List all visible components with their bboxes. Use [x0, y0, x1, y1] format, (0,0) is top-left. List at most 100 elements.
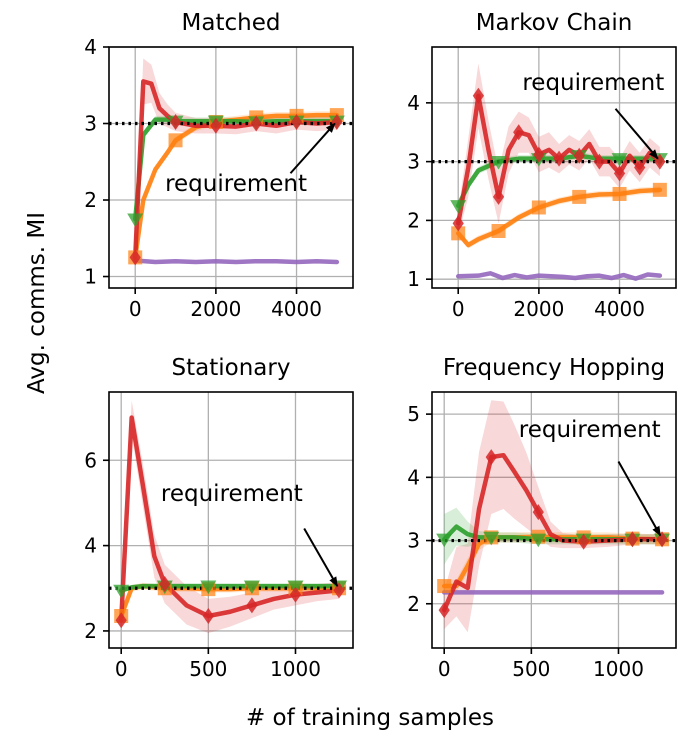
x-tick-label: 0: [115, 657, 128, 681]
y-tick-label: 2: [407, 208, 420, 232]
series-marker-red: [513, 124, 525, 141]
annotation-text: requirement: [165, 171, 307, 197]
series-marker-orange: [437, 579, 452, 594]
series-marker-red: [290, 113, 303, 130]
series-marker-green: [450, 200, 467, 214]
series-marker-red: [289, 586, 302, 603]
panel-title: Matched: [182, 10, 281, 36]
figure-xlabel: # of training samples: [246, 705, 494, 731]
series-marker-red: [492, 188, 505, 205]
y-tick-label: 2: [84, 619, 97, 643]
series-marker-red: [472, 87, 484, 104]
y-tick-label: 4: [407, 465, 420, 489]
y-tick-label: 3: [407, 529, 420, 553]
series-marker-red: [129, 249, 141, 266]
series-marker-red: [115, 612, 127, 629]
figure-ylabel: Avg. comms. MI: [24, 212, 50, 394]
panel-title: Frequency Hopping: [443, 355, 665, 381]
x-tick-label: 0: [129, 297, 142, 321]
series-marker-red: [485, 449, 497, 466]
y-tick-label: 4: [407, 91, 420, 115]
annotation-arrow: [289, 122, 336, 174]
annotation-text: requirement: [161, 481, 303, 507]
series-band-red: [135, 58, 337, 264]
series-marker-red: [573, 147, 585, 164]
series-band-red: [458, 63, 660, 236]
series-marker-red: [246, 597, 258, 614]
series-marker-orange: [168, 133, 183, 148]
series-band-orange: [458, 186, 660, 249]
panel-title: Stationary: [172, 355, 291, 381]
series-marker-red: [532, 504, 544, 521]
series-marker-green: [113, 584, 130, 599]
plot-area: [109, 400, 353, 634]
y-tick-label: 3: [84, 112, 97, 136]
series-marker-green: [127, 213, 144, 228]
series-marker-orange: [451, 226, 466, 241]
series-marker-red: [634, 159, 646, 176]
series-line-red: [441, 452, 665, 613]
series-marker-red: [159, 576, 171, 592]
plot-area: [432, 400, 676, 633]
series-marker-orange: [572, 189, 587, 204]
series-marker-green: [436, 533, 453, 548]
panels: requirement 0 2000 4000 1 2 3 4 Matched requireme…: [84, 10, 677, 681]
series-marker-red: [533, 146, 545, 163]
series-marker-orange: [491, 223, 506, 238]
y-tick-label: 2: [84, 188, 97, 212]
annotation-text: requirement: [522, 70, 664, 96]
x-tick-label: 0: [438, 657, 451, 681]
series-line-purple: [455, 271, 663, 281]
series-marker-red: [438, 602, 450, 619]
series-marker-red: [578, 533, 590, 550]
annotation-text: requirement: [519, 417, 661, 443]
annotation-arrow: [617, 461, 662, 537]
series-marker-red: [210, 117, 222, 134]
panel-2: requirement 0 2000 4000 1 2 3 4 Markov Chain: [407, 10, 677, 321]
annotation-arrow: [614, 108, 659, 160]
x-tick-label: 1000: [593, 657, 644, 681]
y-tick-label: 4: [84, 534, 97, 558]
plot-area: [109, 58, 353, 266]
panel-frame: [108, 391, 354, 649]
x-tick-label: 2000: [513, 297, 564, 321]
panel-frame: [431, 391, 677, 649]
series-marker-green: [200, 580, 217, 595]
series-marker-green: [243, 580, 260, 595]
series-marker-red: [654, 153, 666, 170]
series-marker-red: [169, 113, 182, 130]
panel-1: requirement 0 2000 4000 1 2 3 4 Matched: [84, 10, 354, 321]
series-marker-green: [611, 153, 628, 167]
series-marker-orange: [612, 186, 627, 201]
panel-frame: [108, 46, 354, 289]
x-tick-label: 500: [189, 657, 227, 681]
series-marker-red: [626, 531, 639, 548]
y-tick-label: 1: [407, 267, 420, 291]
series-marker-red: [452, 215, 464, 232]
panel-3: requirement 0 500 1000 2 4 6 Stationary: [84, 355, 354, 681]
series-marker-green: [490, 156, 507, 170]
x-tick-label: 2000: [190, 297, 241, 321]
series-marker-orange: [531, 200, 546, 215]
series-marker-green: [530, 533, 547, 548]
panel-title: Markov Chain: [476, 10, 633, 36]
series-marker-red: [331, 113, 343, 130]
y-tick-label: 6: [84, 448, 97, 472]
series-band-red: [121, 400, 340, 634]
y-tick-label: 2: [407, 592, 420, 616]
plot-area: [432, 63, 676, 281]
y-tick-label: 4: [84, 35, 97, 59]
series-marker-red: [553, 150, 565, 167]
y-tick-label: 3: [407, 150, 420, 174]
series-marker-orange: [652, 182, 667, 197]
series-marker-red: [613, 165, 626, 182]
x-tick-label: 4000: [594, 297, 645, 321]
y-tick-label: 1: [84, 265, 97, 289]
series-marker-red: [593, 153, 605, 170]
panel-4: requirement 0 500 1000 2 3 4 5 Frequency Hopping: [407, 355, 677, 681]
x-tick-label: 500: [512, 657, 550, 681]
series-marker-green: [483, 531, 500, 546]
series-marker-red: [202, 608, 214, 624]
annotation-arrow: [303, 528, 339, 588]
